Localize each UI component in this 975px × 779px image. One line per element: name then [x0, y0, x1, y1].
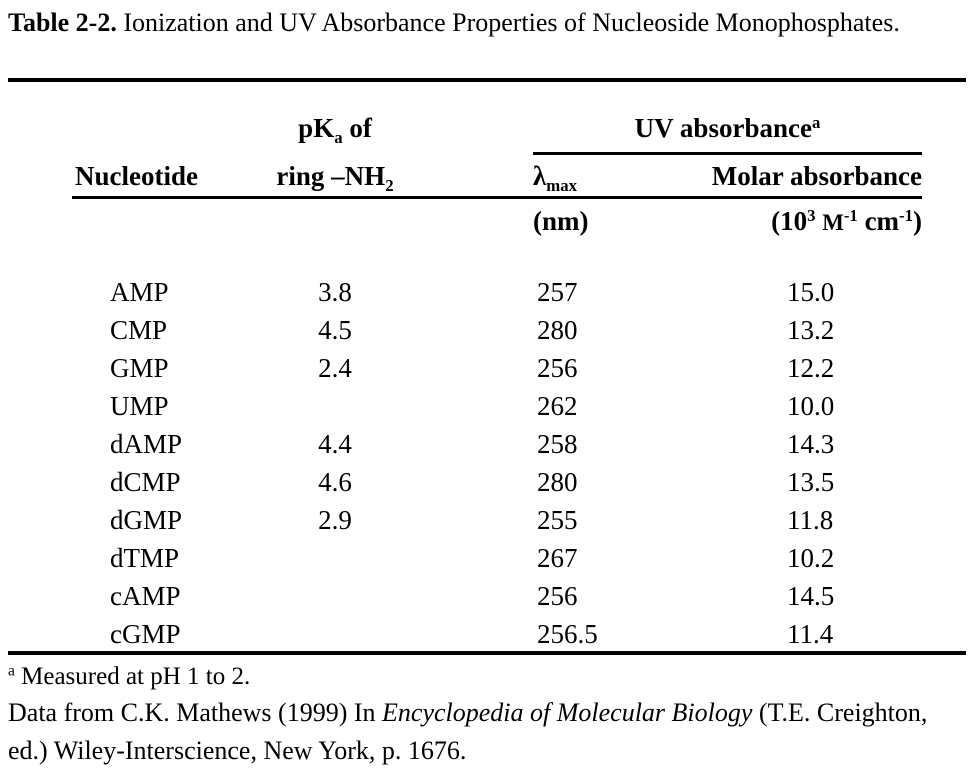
cell-lambda-max: 267	[537, 543, 578, 573]
table-row: dCMP 4.6 280 13.5	[0, 463, 975, 501]
table-title-text: Ionization and UV Absorbance Properties …	[116, 8, 900, 37]
table-body: AMP 3.8 257 15.0 CMP 4.5 280 13.2 GMP 2.…	[0, 273, 975, 653]
table-row: dAMP 4.4 258 14.3	[0, 425, 975, 463]
col-header-molar-absorbance: Molar absorbance	[711, 161, 922, 191]
pka-base: pK	[298, 113, 335, 143]
cell-nucleotide: UMP	[110, 391, 169, 421]
cell-pka: 2.4	[318, 353, 352, 383]
cell-nucleotide: cGMP	[110, 619, 181, 649]
cell-molar-absorbance: 10.2	[787, 543, 835, 573]
unit-exp-minus1-a: -1	[843, 205, 858, 225]
cell-molar-absorbance: 15.0	[787, 277, 835, 307]
citation-book-title: Encyclopedia of Molecular Biology	[382, 698, 753, 727]
cell-molar-absorbance: 13.5	[787, 467, 835, 497]
cell-nucleotide: cAMP	[110, 581, 181, 611]
cell-lambda-max: 262	[537, 391, 578, 421]
header-divider-rule	[72, 196, 922, 199]
pka-subscript: a	[334, 127, 343, 147]
col-header-pka-line1: pKa of	[250, 108, 420, 148]
cell-lambda-max: 280	[537, 467, 578, 497]
cell-pka: 4.5	[318, 315, 352, 345]
table-row: CMP 4.5 280 13.2	[0, 311, 975, 349]
citation-pre: Data from C.K. Mathews (1999) In	[8, 698, 383, 727]
cell-lambda-max: 257	[537, 277, 578, 307]
cell-molar-absorbance: 12.2	[787, 353, 835, 383]
cell-nucleotide: dAMP	[110, 429, 183, 459]
footnote-a: a Measured at pH 1 to 2.	[8, 659, 250, 695]
col-header-nucleotide: Nucleotide	[75, 161, 198, 191]
citation-post: (T.E. Creighton, ed.) Wiley-Interscience…	[8, 698, 928, 765]
table-row: dTMP 267 10.2	[0, 539, 975, 577]
lambda-unit-label: (nm)	[533, 206, 589, 236]
cell-nucleotide: dGMP	[110, 505, 183, 535]
cell-lambda-max: 255	[537, 505, 578, 535]
cell-pka	[250, 387, 420, 425]
unit-exp-minus1-b: -1	[899, 205, 913, 225]
table-row: AMP 3.8 257 15.0	[0, 273, 975, 311]
ring-nh-label: ring –NH	[276, 161, 386, 191]
footnote-marker: a	[8, 662, 15, 680]
cell-molar-absorbance: 11.4	[787, 619, 834, 649]
cell-lambda-max: 258	[537, 429, 578, 459]
unit-open: (10	[771, 206, 808, 236]
cell-molar-absorbance: 10.0	[787, 391, 835, 421]
table-row: cAMP 256 14.5	[0, 577, 975, 615]
cell-lambda-max: 256	[537, 581, 578, 611]
title-divider-rule	[8, 78, 966, 82]
cell-nucleotide: CMP	[110, 315, 168, 345]
table-row: UMP 262 10.0	[0, 387, 975, 425]
table-row: dGMP 2.9 255 11.8	[0, 501, 975, 539]
table-number: Table 2-2.	[8, 8, 117, 37]
cell-nucleotide: dTMP	[110, 543, 180, 573]
cell-molar-absorbance: 14.5	[787, 581, 835, 611]
cell-nucleotide: dCMP	[110, 467, 181, 497]
lambda-max-subscript: max	[546, 175, 577, 195]
unit-molar-symbol: M	[822, 210, 844, 235]
cell-lambda-max: 280	[537, 315, 578, 345]
col-group-header-uv-absorbance: UV absorbancea	[533, 108, 922, 148]
unit-cm: cm	[857, 206, 900, 236]
uv-absorbance-spanner-rule	[533, 152, 922, 155]
cell-nucleotide: AMP	[110, 277, 169, 307]
cell-pka: 3.8	[318, 277, 352, 307]
cell-pka: 4.6	[318, 467, 352, 497]
unit-close: )	[913, 206, 922, 236]
cell-pka	[250, 577, 420, 615]
cell-lambda-max: 256.5	[537, 619, 598, 649]
cell-pka	[250, 615, 420, 653]
table-title: Table 2-2. Ionization and UV Absorbance …	[8, 4, 913, 41]
cell-molar-absorbance: 11.8	[787, 505, 834, 535]
cell-pka	[250, 539, 420, 577]
cell-molar-absorbance: 14.3	[787, 429, 835, 459]
col-header-pka-line2: ring –NH2	[250, 156, 420, 196]
cell-lambda-max: 256	[537, 353, 578, 383]
unit-exp-3: 3	[807, 205, 816, 225]
molar-absorbance-unit-label: (103 M-1 cm-1)	[533, 201, 922, 243]
table-row: cGMP 256.5 11.4	[0, 615, 975, 653]
cell-pka: 2.9	[318, 505, 352, 535]
cell-pka: 4.4	[318, 429, 352, 459]
table-row: GMP 2.4 256 12.2	[0, 349, 975, 387]
col-header-lambda-max: λmax	[533, 156, 577, 196]
cell-molar-absorbance: 13.2	[787, 315, 835, 345]
lambda-symbol: λ	[533, 161, 547, 191]
cell-nucleotide: GMP	[110, 353, 169, 383]
footnote-text: Measured at pH 1 to 2.	[14, 663, 251, 690]
pka-rest: of	[342, 113, 372, 143]
source-citation: Data from C.K. Mathews (1999) In Encyclo…	[8, 694, 950, 770]
uv-footnote-marker: a	[811, 112, 821, 132]
table-bottom-rule	[8, 651, 966, 655]
uv-absorbance-label: UV absorbance	[634, 113, 812, 143]
nh2-subscript: 2	[385, 175, 394, 195]
